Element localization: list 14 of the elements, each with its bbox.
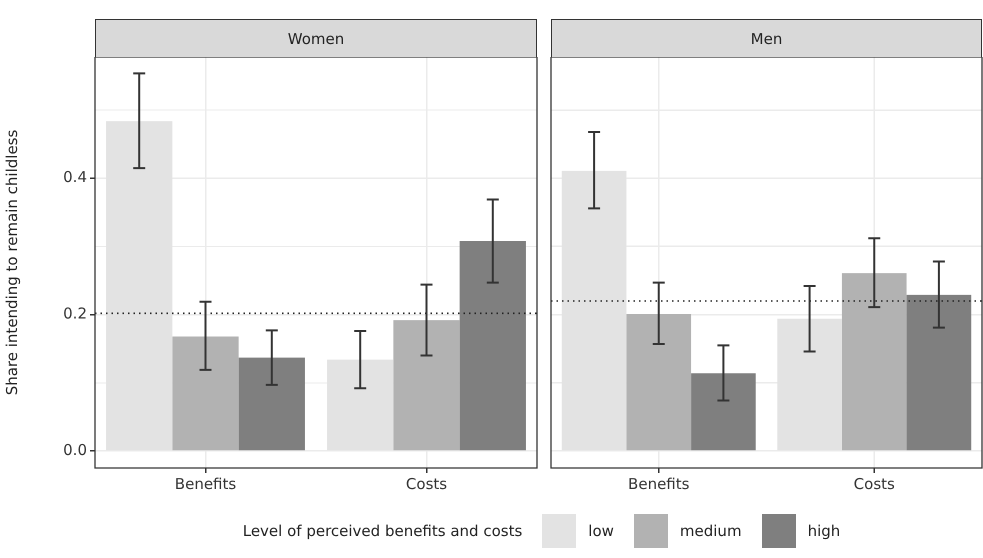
chart-title: Women xyxy=(95,19,537,57)
y-axis-title: Share intending to remain childless xyxy=(2,130,21,396)
y-tick-label: 0.0 xyxy=(63,440,87,459)
x-tick-label: Benefits xyxy=(174,474,236,493)
legend-label: low xyxy=(588,522,614,540)
x-tick-label: Costs xyxy=(854,474,896,493)
legend-title: Level of perceived benefits and costs xyxy=(242,522,522,540)
x-tick-label: Benefits xyxy=(628,474,690,493)
x-tick-label: Costs xyxy=(406,474,448,493)
legend-label: high xyxy=(808,522,840,540)
legend-label: medium xyxy=(680,522,742,540)
y-tick-label: 0.4 xyxy=(63,168,87,186)
chart-title: Men xyxy=(551,19,982,57)
y-tick-label: 0.2 xyxy=(63,304,87,323)
